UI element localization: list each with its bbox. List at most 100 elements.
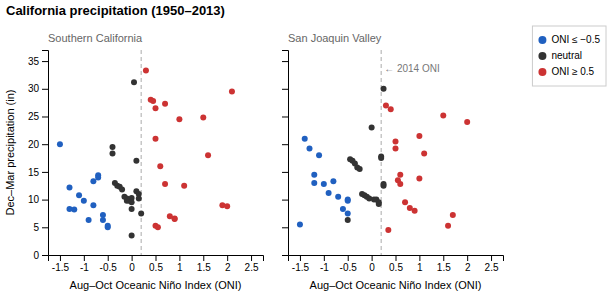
point	[67, 184, 73, 190]
y-tick-mark	[42, 172, 48, 173]
x-tick-mark	[348, 255, 349, 261]
x-tick: 1	[417, 255, 423, 273]
y-tick: 25	[28, 111, 48, 122]
x-tick-mark	[132, 255, 133, 261]
x-tick: 0.5	[149, 255, 163, 273]
point	[369, 125, 375, 131]
y-tick-mark	[282, 172, 288, 173]
point	[412, 208, 418, 214]
legend-label: neutral	[551, 50, 582, 61]
x-tick: 0.5	[389, 255, 403, 273]
x-tick-label: 0	[129, 262, 135, 273]
panel-title: Southern California	[48, 32, 143, 44]
y-tick-label: 0	[33, 250, 39, 261]
series	[345, 86, 387, 223]
point	[345, 198, 351, 204]
x-tick: 2	[465, 255, 471, 273]
point	[150, 98, 156, 104]
legend-box	[532, 26, 606, 86]
legend-label: ONI ≥ 0.5	[551, 66, 594, 77]
x-tick-label: 1	[417, 262, 423, 273]
point	[200, 115, 206, 121]
legend-swatch	[538, 68, 546, 76]
point	[129, 199, 135, 205]
x-tick-label: -1	[80, 262, 89, 273]
y-tick	[282, 144, 288, 145]
series	[143, 68, 235, 231]
point	[464, 119, 470, 125]
y-tick	[282, 255, 288, 256]
point	[95, 174, 101, 180]
point	[378, 155, 384, 161]
x-tick-label: 1.5	[197, 262, 211, 273]
point	[345, 210, 351, 216]
x-tick-mark	[227, 255, 228, 261]
point	[402, 199, 408, 205]
reference-line	[381, 50, 382, 255]
point	[136, 195, 142, 201]
point	[393, 146, 399, 152]
x-tick: 1.5	[197, 255, 211, 273]
point	[385, 227, 391, 233]
x-tick: 2.5	[485, 255, 499, 273]
y-tick-mark	[282, 89, 288, 90]
point	[90, 178, 96, 184]
x-tick-mark	[203, 255, 204, 261]
x-tick-mark	[324, 255, 325, 261]
series	[297, 136, 351, 228]
y-tick-mark	[42, 116, 48, 117]
x-axis-title: Aug–Oct Oceanic Niño Index (ONI)	[310, 279, 482, 291]
x-tick-label: 1.5	[437, 262, 451, 273]
y-tick	[282, 116, 288, 117]
x-tick-mark	[396, 255, 397, 261]
y-tick	[282, 89, 288, 90]
legend: ONI ≤ −0.5 neutral ONI ≥ 0.5	[532, 26, 606, 86]
title: California precipitation (1950–2013)	[6, 3, 225, 18]
y-tick-label: 30	[28, 83, 40, 94]
x-tick-mark	[419, 255, 420, 261]
y-axis	[282, 51, 289, 256]
x-axis-line	[49, 256, 264, 262]
point	[388, 106, 394, 112]
point	[176, 116, 182, 122]
point	[224, 203, 230, 209]
point	[311, 172, 317, 178]
x-tick-mark	[108, 255, 109, 261]
y-tick-mark	[42, 61, 48, 62]
point	[297, 222, 303, 228]
point	[162, 101, 168, 107]
point	[311, 180, 317, 186]
point	[157, 163, 163, 169]
x-tick: 1.5	[437, 255, 451, 273]
point	[445, 223, 451, 229]
point	[326, 190, 332, 196]
y-tick-mark	[42, 227, 48, 228]
y-tick	[282, 61, 288, 62]
legend-swatch	[538, 52, 546, 60]
point	[110, 151, 116, 157]
x-tick-mark	[179, 255, 180, 261]
x-tick-mark	[467, 255, 468, 261]
x-tick: 0	[369, 255, 375, 273]
point	[90, 202, 96, 208]
series	[110, 79, 145, 238]
x-tick: -0.5	[340, 255, 358, 273]
y-axis-line	[282, 51, 289, 256]
y-tick-label: 20	[28, 139, 40, 150]
point	[119, 187, 125, 193]
point	[393, 138, 399, 144]
point	[133, 158, 139, 164]
x-tick-label: 2	[465, 262, 471, 273]
point	[307, 146, 313, 152]
point	[81, 198, 87, 204]
point	[381, 183, 387, 189]
point	[57, 141, 63, 147]
x-tick-label: 0	[369, 262, 375, 273]
y-tick: 15	[28, 167, 48, 178]
y-tick-mark	[282, 144, 288, 145]
legend-label: ONI ≤ −0.5	[551, 34, 600, 45]
x-tick-mark	[251, 255, 252, 261]
point	[316, 152, 322, 158]
point	[172, 215, 178, 221]
y-tick-label: 25	[28, 111, 40, 122]
